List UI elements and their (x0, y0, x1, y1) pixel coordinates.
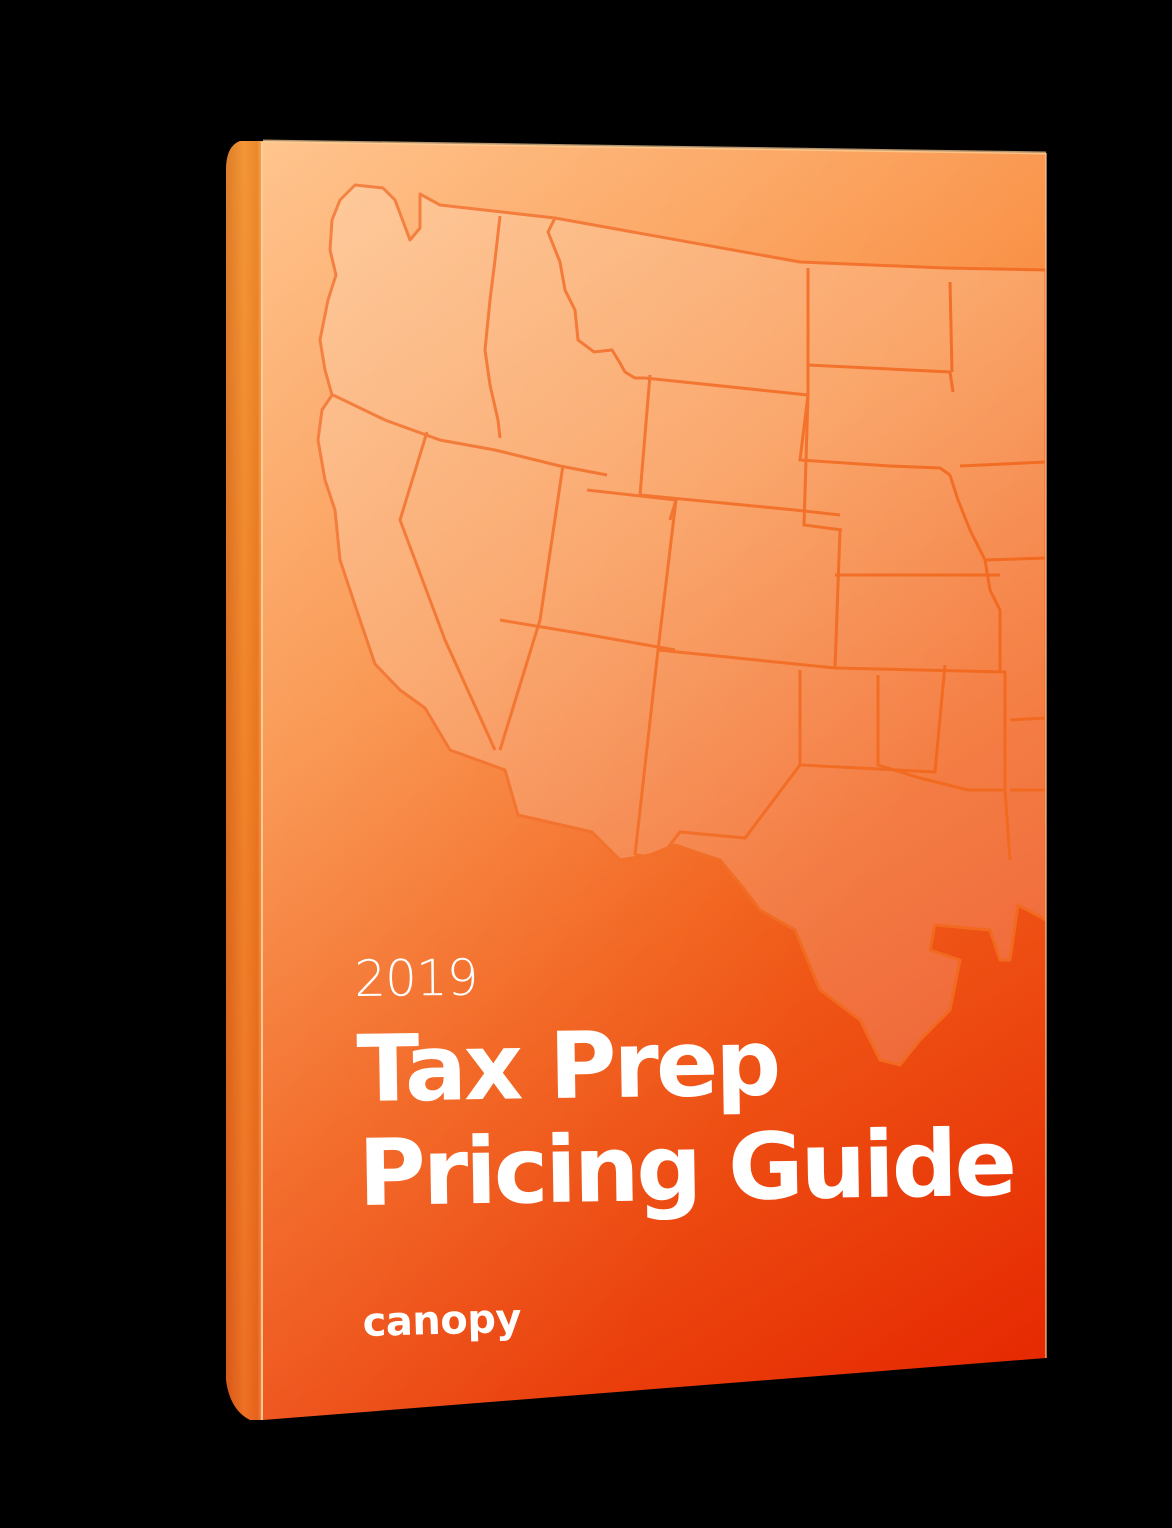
us-map-icon (263, 141, 1046, 1420)
